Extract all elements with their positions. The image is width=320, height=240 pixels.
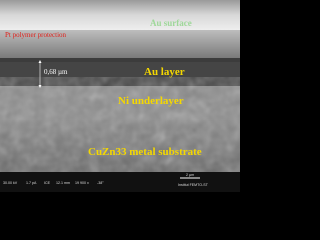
info-item: 19 900 x (75, 181, 89, 185)
info-item: -38° (97, 181, 104, 185)
sem-layers (0, 0, 240, 192)
sem-image: Au surface Pt polymer protection 0,68 µm… (0, 0, 240, 192)
thickness-label: 0,68 µm (44, 68, 68, 76)
info-item: ICE (44, 181, 50, 185)
info-item: 30.00 kV (3, 181, 18, 185)
ni-layer-label: Ni underlayer (118, 95, 184, 107)
substrate-label: CuZn33 metal substrate (88, 146, 202, 158)
scale-bar-label: 2 µm (186, 173, 195, 177)
top-surface-label: Au surface (150, 18, 192, 28)
info-item: 1.7 pA (26, 181, 37, 185)
au-layer-label: Au layer (144, 66, 185, 78)
protection-label: Pt polymer protection (5, 31, 67, 39)
info-item: 12.1 mm (56, 181, 70, 185)
institution: Institut FEMTO-ST (178, 183, 208, 187)
